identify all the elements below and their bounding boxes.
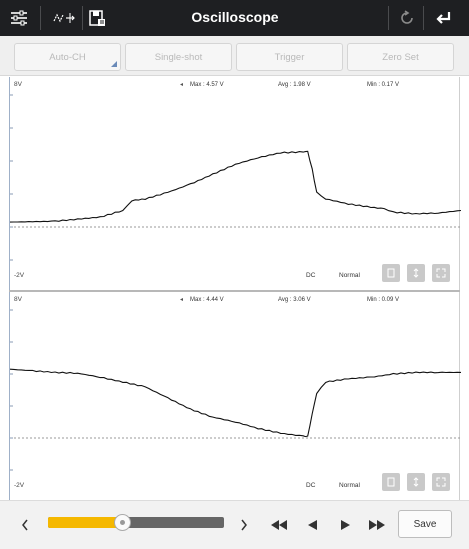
channel-2-move-icon[interactable] [407, 473, 425, 491]
channel-2-max: Max : 4.44 V [190, 297, 224, 303]
channel-2-plot [10, 309, 461, 471]
channel-1-left-arrow-icon: ◂ [180, 82, 184, 88]
channel-2-panel[interactable]: 8V ◂ Max : 4.44 V Avg : 3.06 V Min : 0.0… [9, 292, 461, 500]
channel-1-move-icon[interactable] [407, 264, 425, 282]
trigger-button[interactable]: Trigger [236, 43, 343, 71]
separator [82, 6, 83, 30]
back-icon[interactable] [432, 7, 454, 29]
separator [388, 6, 389, 30]
channel-1-lock-icon[interactable] [382, 264, 400, 282]
position-slider-fill [48, 517, 122, 528]
channel-1-max: Max : 4.57 V [190, 82, 224, 88]
channel-1-avg: Avg : 1.98 V [278, 82, 311, 88]
channel-1-scale-bottom: -2V [14, 272, 25, 279]
dropdown-corner-icon [111, 61, 117, 67]
function-button-row: Auto-CH Single-shot Trigger Zero Set [0, 36, 469, 76]
auto-ch-label: Auto-CH [49, 51, 86, 63]
channel-2-scale-top: 8V [14, 296, 22, 303]
channel-2-lock-icon[interactable] [382, 473, 400, 491]
channel-1-plot [10, 94, 461, 261]
page-title: Oscilloscope [191, 9, 279, 25]
channel-2-scale-bottom: -2V [14, 482, 25, 489]
scroll-right-button[interactable] [235, 515, 253, 535]
trigger-label: Trigger [274, 51, 305, 63]
refresh-icon[interactable] [396, 7, 418, 29]
channel-1-coupling: DC [306, 272, 316, 279]
channel-2-left-arrow-icon: ◂ [180, 297, 184, 303]
scroll-left-button[interactable] [16, 515, 34, 535]
zero-set-label: Zero Set [382, 51, 419, 63]
settings-sliders-icon[interactable] [8, 7, 30, 29]
single-shot-label: Single-shot [154, 51, 203, 63]
auto-ch-button[interactable]: Auto-CH [14, 43, 121, 71]
position-slider-knob[interactable] [113, 514, 131, 531]
zero-set-button[interactable]: Zero Set [347, 43, 454, 71]
separator [423, 6, 424, 30]
fast-forward-button[interactable] [366, 515, 388, 535]
save-button[interactable]: Save [398, 510, 452, 538]
channel-1-expand-icon[interactable] [432, 264, 450, 282]
waveform-arrows-icon[interactable] [51, 7, 77, 29]
channel-2-mode: Normal [339, 482, 360, 489]
save-file-icon[interactable] [86, 7, 108, 29]
channel-1-panel[interactable]: 8V ◂ Max : 4.57 V Avg : 1.98 V Min : 0.1… [9, 77, 461, 290]
playback-bar: Save [0, 500, 469, 549]
channel-2-trace [10, 368, 461, 438]
channel-2-expand-icon[interactable] [432, 473, 450, 491]
channel-1-min: Min : 0.17 V [367, 82, 400, 88]
position-slider-track[interactable] [48, 517, 224, 528]
top-bar: Oscilloscope [0, 0, 469, 36]
channel-2-coupling: DC [306, 482, 316, 489]
channel-1-mode: Normal [339, 272, 360, 279]
channel-2-avg: Avg : 3.06 V [278, 297, 311, 303]
single-shot-button[interactable]: Single-shot [125, 43, 232, 71]
channel-2-min: Min : 0.09 V [367, 297, 400, 303]
step-back-button[interactable] [303, 515, 321, 535]
channel-divider [9, 290, 460, 292]
fast-rewind-button[interactable] [268, 515, 290, 535]
step-forward-button[interactable] [336, 515, 354, 535]
channel-1-scale-top: 8V [14, 81, 22, 88]
separator [40, 6, 41, 30]
channel-1-trace [10, 150, 461, 223]
